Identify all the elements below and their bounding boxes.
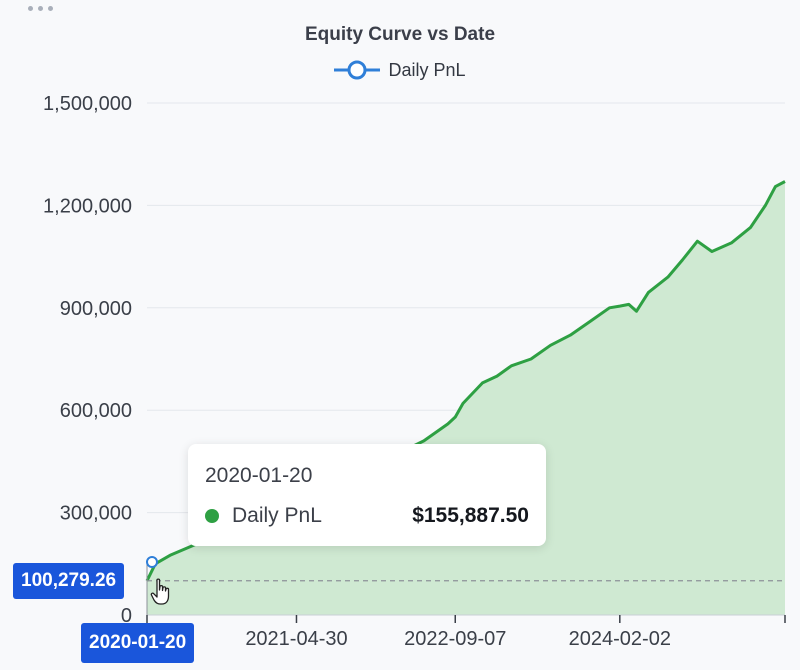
y-tick-label: 300,000 [60,503,132,525]
data-point [481,381,484,384]
x-tick-label: 2022-09-07 [404,628,506,650]
legend-label: Daily PnL [388,59,466,80]
data-point [588,320,591,323]
tooltip-value: $155,887.50 [412,504,529,527]
x-tick-label: 2024-02-02 [569,628,671,650]
menu-dot [38,6,43,11]
x-tick-label: 2021-04-30 [245,628,347,650]
chart-tooltip: 2020-01-20 Daily PnL $155,887.50 [188,444,546,546]
hand-pointer-icon [150,578,170,605]
chart-legend[interactable]: Daily PnL [0,58,800,82]
data-point [710,250,713,253]
data-point [422,439,425,442]
data-point [608,306,611,309]
data-point [510,364,513,367]
data-point [529,357,532,360]
data-point [168,554,171,557]
legend-line-marker-icon [334,60,381,80]
data-point [681,258,684,261]
data-point [696,240,699,243]
data-point [618,304,621,307]
more-menu-icon[interactable] [28,6,53,11]
data-point [454,415,457,418]
data-point [569,334,572,337]
data-point [764,204,767,207]
data-point [461,402,464,405]
tooltip-row: Daily PnL $155,887.50 [205,504,529,528]
data-point [635,310,638,313]
data-point [647,291,650,294]
tooltip-date: 2020-01-20 [205,464,313,487]
crosshair-x-badge: 2020-01-20 [81,623,195,663]
y-tick-label: 900,000 [60,298,132,320]
data-point [666,275,669,278]
tooltip-series-dot [205,509,219,523]
data-point [783,180,786,183]
data-point [749,226,752,229]
data-point [627,303,630,306]
y-tick-label: 1,200,000 [43,195,132,217]
hover-point-marker [146,556,158,568]
y-tick-label: 600,000 [60,400,132,422]
y-tick-label: 1,500,000 [43,93,132,115]
tooltip-series-name: Daily PnL [232,504,322,527]
crosshair-y-badge: 100,279.26 [13,563,125,599]
data-point [730,241,733,244]
menu-dot [28,6,33,11]
data-point [549,344,552,347]
data-point [774,185,777,188]
data-point [495,374,498,377]
chart-title: Equity Curve vs Date [304,24,496,45]
data-point [446,422,449,425]
y-tick-label: 0 [121,605,132,627]
menu-dot [48,6,53,11]
